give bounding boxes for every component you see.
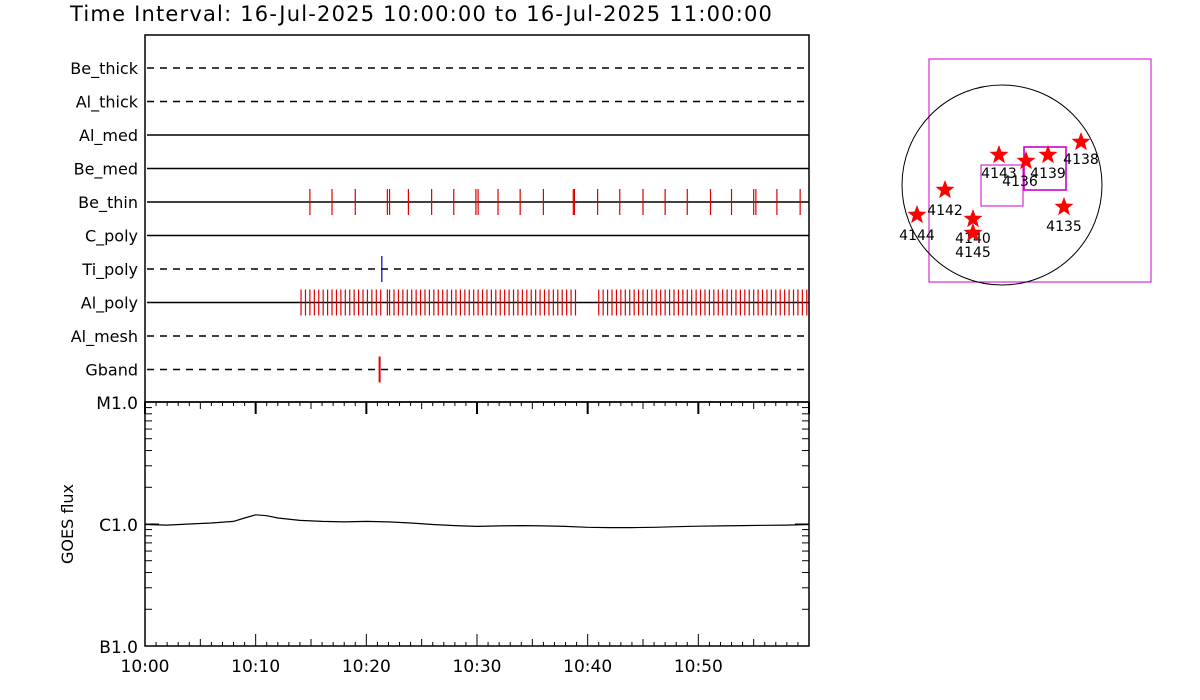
chart-title: Time Interval: 16-Jul-2025 10:00:00 to 1… — [70, 2, 774, 26]
channel-label: Be_thick — [70, 59, 138, 79]
channel-label: Al_mesh — [71, 327, 138, 347]
ar-label: 4145 — [955, 245, 991, 261]
channel-row-c-poly: C_poly — [85, 227, 809, 247]
channel-label: Be_thin — [78, 193, 138, 213]
channel-label: Al_med — [79, 126, 138, 146]
goes-flux-line — [144, 514, 810, 529]
active-region-4138: 4138 — [1063, 132, 1099, 168]
timeline-frame — [144, 34, 810, 403]
ar-label: 4139 — [1030, 166, 1066, 182]
channel-label: Be_med — [74, 160, 138, 180]
channel-label: Ti_poly — [81, 260, 138, 280]
sun-map-fov-small-2 — [1023, 146, 1067, 191]
x-tick-label: 10:50 — [674, 657, 723, 677]
active-region-4136: 4136 — [1002, 151, 1038, 190]
channel-row-gband: Gband — [85, 356, 809, 383]
ar-star-marker — [1054, 197, 1074, 216]
ar-label: 4135 — [1046, 219, 1082, 235]
ar-star-marker — [935, 180, 955, 199]
ar-label: 4143 — [981, 166, 1017, 182]
sun-disk-outline — [901, 84, 1103, 286]
channel-row-ti-poly: Ti_poly — [81, 256, 809, 282]
sun-map-fov-small-1 — [980, 164, 1024, 207]
goes-y-axis-label: GOES flux — [58, 484, 77, 564]
active-region-4139: 4139 — [1030, 145, 1066, 182]
channel-row-be-thick: Be_thick — [70, 59, 809, 79]
y-tick-label: M1.0 — [96, 394, 138, 414]
active-region-4135: 4135 — [1046, 197, 1082, 235]
ar-label: 4138 — [1063, 152, 1099, 168]
channel-label: C_poly — [85, 227, 138, 247]
active-region-4143: 4143 — [981, 145, 1017, 182]
y-tick-label: B1.0 — [99, 638, 138, 658]
y-tick-label: C1.0 — [99, 516, 138, 536]
ar-star-marker — [1016, 151, 1036, 170]
ar-label: 4140 — [955, 231, 991, 247]
channel-row-al-med: Al_med — [79, 126, 809, 146]
timeline-panel: Be_thick Al_thick Al_med Be_med Be_thin C_pol… — [70, 34, 810, 403]
x-tick-label: 10:10 — [231, 657, 280, 677]
ar-star-marker — [1038, 145, 1058, 164]
ar-label: 4142 — [927, 203, 963, 219]
sun-map-fov-box — [928, 58, 1152, 283]
channel-rows: Be_thick Al_thick Al_med Be_med Be_thin C_pol… — [70, 59, 809, 383]
ar-star-marker — [989, 145, 1009, 164]
channel-row-al-thick: Al_thick — [76, 93, 809, 113]
ar-star-marker — [907, 205, 927, 224]
ar-star-marker — [1071, 132, 1091, 151]
channel-row-be-thin: Be_thin — [78, 189, 809, 215]
active-region-4140: 4140 — [955, 209, 991, 247]
x-tick-label: 10:30 — [453, 657, 502, 677]
goes-panel: B1.0 C1.0 M1.0 10:00 10:10 10:20 10:30 10:40 10:… — [58, 394, 810, 677]
active-region-4144: 4144 — [899, 205, 935, 244]
ar-label: 4144 — [899, 228, 935, 244]
channel-label: Gband — [85, 361, 138, 380]
ar-star-marker — [963, 223, 983, 242]
channel-row-be-med: Be_med — [74, 160, 809, 180]
goes-frame — [144, 401, 810, 647]
active-region-4145: 4145 — [955, 223, 991, 261]
ar-label: 4136 — [1002, 174, 1038, 190]
channel-row-al-poly: Al_poly — [81, 289, 809, 316]
channel-label: Al_thick — [76, 93, 139, 113]
x-tick-label: 10:40 — [563, 657, 612, 677]
channel-label: Al_poly — [81, 294, 138, 314]
goes-axis-ticks: B1.0 C1.0 M1.0 10:00 10:10 10:20 10:30 10:40 10:… — [96, 394, 810, 677]
x-tick-label: 10:00 — [121, 657, 170, 677]
ar-star-marker — [963, 209, 983, 228]
active-region-4142: 4142 — [927, 180, 963, 219]
x-tick-label: 10:20 — [342, 657, 391, 677]
channel-row-al-mesh: Al_mesh — [71, 327, 809, 347]
